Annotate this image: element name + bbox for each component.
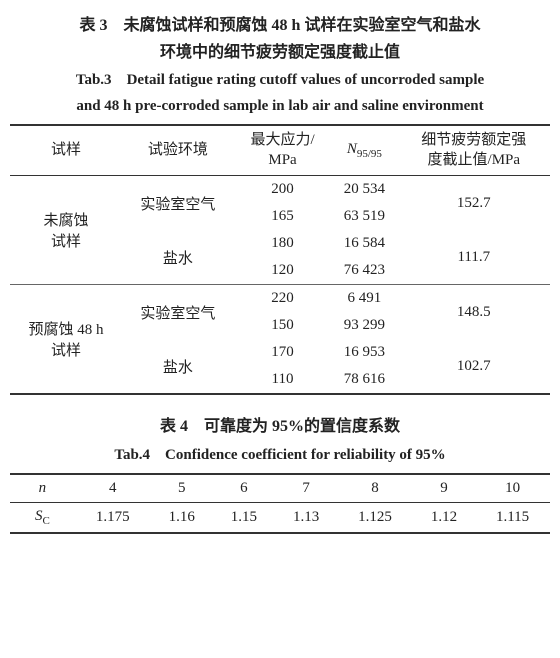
g2-dfr1: 148.5 [398, 285, 550, 340]
g2-r2-n: 16 953 [331, 339, 397, 366]
g1-r2-stress: 180 [234, 230, 331, 257]
table3-cn-prefix: 表 3 [80, 17, 108, 34]
g2-r3-stress: 110 [234, 366, 331, 394]
t4-c3: 7 [275, 474, 337, 503]
g1-r3-stress: 120 [234, 257, 331, 285]
table3-caption: 表 3 未腐蚀试样和预腐蚀 48 h 试样在实验室空气和盐水 环境中的细节疲劳额… [10, 12, 550, 118]
g1-dfr1: 152.7 [398, 176, 550, 231]
th-dfr-l2: 度截止值/MPa [428, 152, 521, 168]
table4-en-text: Confidence coefficient for reliability o… [165, 447, 446, 463]
t4-n-label: n [39, 480, 47, 496]
th-stress: 最大应力/ MPa [234, 125, 331, 176]
g1-sample: 未腐蚀 试样 [10, 176, 122, 285]
table4-cn-caption: 表 4 可靠度为 95%的置信度系数 [10, 413, 550, 440]
g2-dfr2: 102.7 [398, 339, 550, 394]
t4-c2: 6 [213, 474, 275, 503]
g2-sample-l2: 试样 [51, 343, 81, 359]
t4-v4: 1.125 [337, 502, 413, 533]
th-n-main: N [347, 141, 357, 157]
g2-r1-n: 93 299 [331, 312, 397, 339]
g2-sample-l1: 预腐蚀 48 h [28, 322, 103, 338]
t4-sc-label: SC [10, 502, 75, 533]
table4-en-caption: Tab.4 Confidence coefficient for reliabi… [10, 443, 550, 467]
table4: n 4 5 6 7 8 9 10 SC 1.175 1.16 1.15 1.13… [10, 473, 550, 534]
table4-cn-text: 可靠度为 95%的置信度系数 [204, 418, 400, 435]
table3-en-text1: Detail fatigue rating cutoff values of u… [127, 72, 485, 88]
t4-c1: 5 [151, 474, 213, 503]
table3-en-prefix: Tab.3 [76, 72, 112, 88]
table3-en-caption-line1: Tab.3 Detail fatigue rating cutoff value… [10, 68, 550, 92]
t4-v6: 1.115 [475, 502, 550, 533]
th-n: N95/95 [331, 125, 397, 176]
table3-en-caption-line2: and 48 h pre-corroded sample in lab air … [10, 94, 550, 118]
g1-r2-n: 16 584 [331, 230, 397, 257]
g1-r1-n: 63 519 [331, 203, 397, 230]
g2-r2-stress: 170 [234, 339, 331, 366]
g1-env1: 实验室空气 [122, 176, 234, 231]
th-stress-l2: MPa [268, 152, 296, 168]
table3-cn-text1: 未腐蚀试样和预腐蚀 48 h 试样在实验室空气和盐水 [124, 17, 481, 34]
th-stress-l1: 最大应力/ [250, 132, 314, 148]
table4-cn-prefix: 表 4 [160, 418, 188, 435]
t4-sc-sub: C [42, 515, 49, 527]
table3-cn-caption-line1: 表 3 未腐蚀试样和预腐蚀 48 h 试样在实验室空气和盐水 [10, 12, 550, 39]
t4-c5: 9 [413, 474, 475, 503]
t4-v2: 1.15 [213, 502, 275, 533]
g1-sample-l2: 试样 [51, 234, 81, 250]
g1-r0-stress: 200 [234, 176, 331, 204]
g2-r0-n: 6 491 [331, 285, 397, 313]
table4-en-prefix: Tab.4 [114, 447, 150, 463]
t4-c4: 8 [337, 474, 413, 503]
g2-sample: 预腐蚀 48 h 试样 [10, 285, 122, 395]
table3: 试样 试验环境 最大应力/ MPa N95/95 细节疲劳额定强 度截止值/MP… [10, 124, 550, 395]
g2-env2: 盐水 [122, 339, 234, 394]
g2-r3-n: 78 616 [331, 366, 397, 394]
g1-dfr2: 111.7 [398, 230, 550, 285]
g2-r1-stress: 150 [234, 312, 331, 339]
t4-c0: 4 [75, 474, 151, 503]
t4-v5: 1.12 [413, 502, 475, 533]
t4-v3: 1.13 [275, 502, 337, 533]
th-n-sub: 95/95 [357, 148, 382, 160]
g2-env1: 实验室空气 [122, 285, 234, 340]
th-dfr-l1: 细节疲劳额定强 [421, 132, 526, 148]
g2-r0-stress: 220 [234, 285, 331, 313]
table4-caption: 表 4 可靠度为 95%的置信度系数 Tab.4 Confidence coef… [10, 413, 550, 466]
g1-r0-n: 20 534 [331, 176, 397, 204]
g1-r3-n: 76 423 [331, 257, 397, 285]
g1-sample-l1: 未腐蚀 [43, 213, 88, 229]
t4-v1: 1.16 [151, 502, 213, 533]
g1-r1-stress: 165 [234, 203, 331, 230]
g1-env2: 盐水 [122, 230, 234, 285]
th-env: 试验环境 [122, 125, 234, 176]
t4-c6: 10 [475, 474, 550, 503]
table3-cn-caption-line2: 环境中的细节疲劳额定强度截止值 [10, 39, 550, 66]
t4-v0: 1.175 [75, 502, 151, 533]
th-dfr: 细节疲劳额定强 度截止值/MPa [398, 125, 550, 176]
th-sample: 试样 [10, 125, 122, 176]
